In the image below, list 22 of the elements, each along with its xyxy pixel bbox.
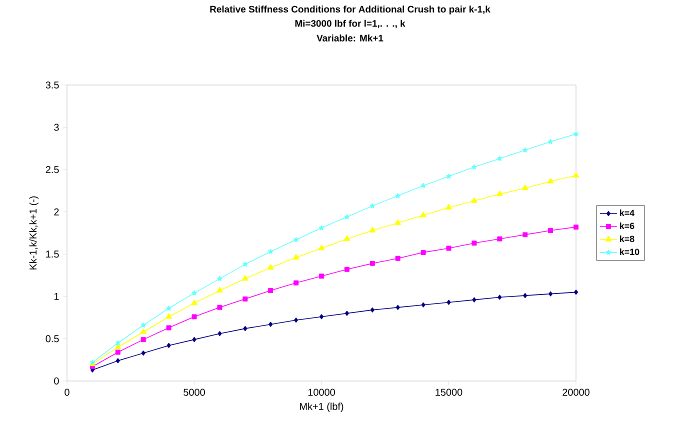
y-tick-label: 2 — [54, 208, 59, 216]
legend-label: k=4 — [620, 210, 635, 216]
x-tick-label: 15000 — [436, 388, 462, 396]
y-tick-label: 3 — [54, 124, 59, 131]
x-axis-title: Mk+1 (lbf) — [300, 402, 344, 412]
legend-label: k=6 — [620, 222, 634, 230]
y-tick-label: 2.5 — [46, 166, 59, 174]
chart-title: Relative Stiffness Conditions for Additional Crush to pair k-1,k — [210, 6, 490, 14]
y-axis-title: Kk-1,k/Kk,k+1 (-) — [29, 196, 39, 270]
x-tick-label: 20000 — [562, 388, 590, 396]
x-tick-label: 0 — [64, 388, 70, 396]
x-tick-label: 5000 — [184, 388, 205, 396]
y-tick-label: 1 — [54, 292, 59, 300]
chart-subtitle: Mi=3000 lbf for l=1,. . ., k — [295, 20, 406, 28]
y-tick-label: 0 — [54, 377, 59, 385]
legend-label: k=10 — [620, 248, 640, 256]
text: Variable: Mk+1 — [316, 34, 384, 42]
y-tick-label: 1.5 — [46, 250, 59, 258]
y-tick-label: 3.5 — [46, 81, 59, 89]
y-tick-label: 0.5 — [46, 335, 59, 342]
legend-label: k=8 — [620, 235, 634, 242]
x-tick-label: 10000 — [308, 388, 335, 396]
